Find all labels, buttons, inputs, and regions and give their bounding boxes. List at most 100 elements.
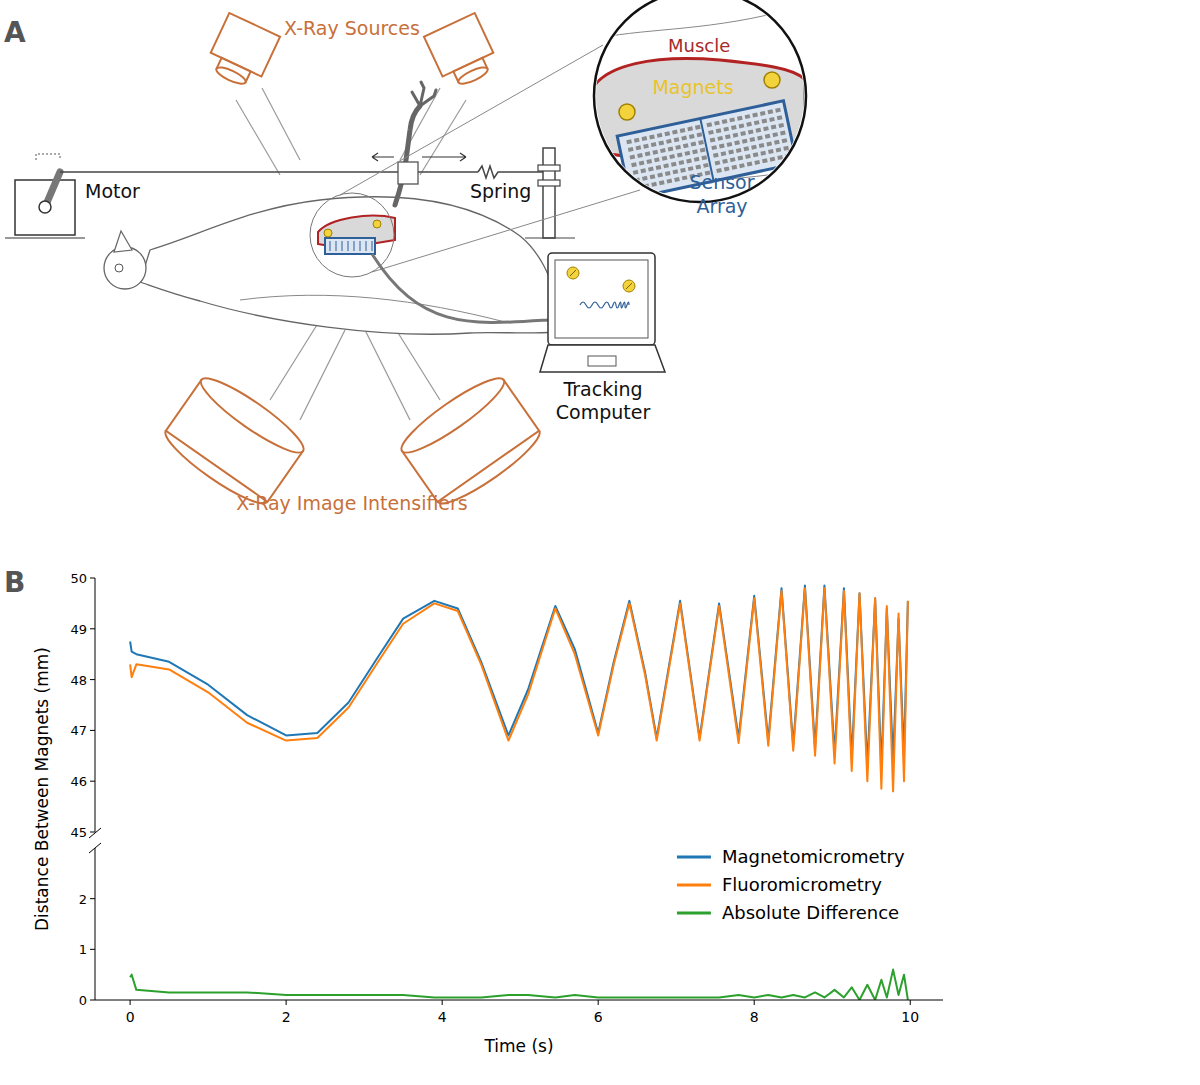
motor-hub bbox=[39, 201, 51, 213]
sensor-cell bbox=[745, 114, 751, 119]
sensor-cell bbox=[682, 175, 688, 180]
sensor-cell bbox=[727, 142, 733, 147]
intensifier-face bbox=[194, 369, 310, 461]
sensor-cell bbox=[654, 157, 660, 162]
x-tick bbox=[910, 1000, 911, 1005]
x-tick bbox=[754, 1000, 755, 1005]
source-aperture bbox=[456, 64, 489, 87]
label-computer: TrackingComputer bbox=[556, 378, 651, 423]
sensor-cell bbox=[716, 128, 722, 133]
motion-arrows bbox=[372, 153, 466, 161]
text-line: Tracking bbox=[562, 378, 642, 400]
xray-beam bbox=[300, 330, 345, 420]
sensor-cell bbox=[663, 163, 669, 168]
sensor-cell bbox=[761, 119, 767, 124]
y2-tick-label: 1 bbox=[79, 942, 87, 957]
image-intensifier bbox=[158, 369, 310, 512]
xray-source bbox=[424, 13, 501, 92]
sensor-cell bbox=[674, 177, 680, 182]
bird-beak bbox=[114, 231, 132, 252]
sensor-small-cell bbox=[366, 241, 367, 251]
y-tick-label: 50 bbox=[70, 571, 87, 586]
sensor-cell bbox=[664, 131, 670, 136]
panel-label: B bbox=[4, 566, 25, 599]
y-tick-label: 49 bbox=[70, 622, 87, 637]
x-tick-label: 2 bbox=[282, 1009, 291, 1025]
sensor-cell bbox=[749, 137, 755, 142]
intensifier-face bbox=[395, 369, 511, 461]
label-spring: Spring bbox=[470, 180, 531, 202]
y-tick-label: 46 bbox=[70, 774, 87, 789]
sensor-cell bbox=[777, 115, 783, 120]
sensor-cell bbox=[751, 145, 757, 150]
series-line bbox=[130, 588, 908, 791]
y-tick bbox=[90, 578, 95, 579]
sensor-cell bbox=[665, 171, 671, 176]
sensor-cell bbox=[639, 161, 645, 166]
sensor-cell bbox=[767, 109, 773, 114]
laptop-base bbox=[540, 345, 665, 372]
magnet bbox=[764, 72, 780, 88]
screen-wave bbox=[580, 302, 629, 308]
bird-eye bbox=[115, 264, 123, 272]
y-tick bbox=[90, 679, 95, 680]
series-group bbox=[130, 586, 908, 769]
sensor-cell bbox=[754, 160, 760, 165]
y-tick-label: 45 bbox=[70, 825, 87, 840]
label-muscle: Muscle bbox=[668, 35, 730, 56]
sensor-cell bbox=[783, 146, 789, 151]
label-intensifiers: X-Ray Image Intensifiers bbox=[236, 492, 468, 514]
x-tick-label: 8 bbox=[750, 1009, 759, 1025]
y-tick-label: 47 bbox=[70, 723, 87, 738]
sensor-cell bbox=[743, 146, 749, 151]
bird-foot bbox=[412, 82, 436, 106]
inset-content bbox=[586, 12, 805, 199]
sensor-cell bbox=[785, 153, 791, 158]
text-line: Array bbox=[696, 195, 747, 217]
bird-leg bbox=[395, 106, 420, 205]
zoom-line bbox=[340, 45, 603, 195]
axis-break bbox=[89, 828, 101, 838]
laptop-screen bbox=[548, 253, 655, 345]
sensor-cell bbox=[736, 148, 742, 153]
sensor-cell bbox=[775, 108, 781, 113]
x-axis bbox=[95, 1000, 943, 1001]
sensor-cell bbox=[636, 185, 642, 190]
xray-beam bbox=[236, 100, 280, 175]
y2-tick bbox=[90, 898, 95, 899]
sensor-cell bbox=[673, 169, 679, 174]
series-line bbox=[130, 586, 908, 769]
x-axis-title: Time (s) bbox=[483, 1036, 553, 1056]
x-tick-label: 10 bbox=[901, 1009, 919, 1025]
sensor-cell bbox=[695, 125, 701, 130]
sensor-cell bbox=[737, 116, 743, 121]
x-tick bbox=[442, 1000, 443, 1005]
legend-swatch bbox=[677, 912, 711, 915]
sensor-cell bbox=[695, 165, 701, 170]
legend-label: Magnetomicrometry bbox=[722, 846, 905, 867]
image-intensifier bbox=[395, 369, 547, 512]
sensor-cell bbox=[747, 162, 753, 167]
sensor-cell bbox=[722, 119, 728, 124]
xray-beam bbox=[365, 330, 410, 420]
sensor-cell bbox=[668, 146, 674, 151]
sensor-cell bbox=[730, 157, 736, 162]
sensor-cell bbox=[659, 180, 665, 185]
y2-tick-label: 0 bbox=[79, 993, 87, 1008]
sensor-cell bbox=[757, 135, 763, 140]
sensor-cell bbox=[737, 156, 743, 161]
xray-beam bbox=[270, 320, 320, 400]
sensor-cell bbox=[717, 136, 723, 141]
sensor-cell bbox=[701, 155, 707, 160]
sensor-small bbox=[325, 238, 375, 254]
sensor-cell bbox=[675, 145, 681, 150]
sensor-small-cell bbox=[336, 241, 337, 251]
xray-source bbox=[204, 13, 281, 92]
sensor-cell bbox=[746, 122, 752, 127]
sensor-cell bbox=[650, 174, 656, 179]
sensor-cell bbox=[680, 128, 686, 133]
sensor-cell bbox=[731, 165, 737, 170]
y2-tick bbox=[90, 949, 95, 950]
label-sensor-array: SensorArray bbox=[689, 171, 754, 217]
sensor-board bbox=[617, 101, 797, 199]
